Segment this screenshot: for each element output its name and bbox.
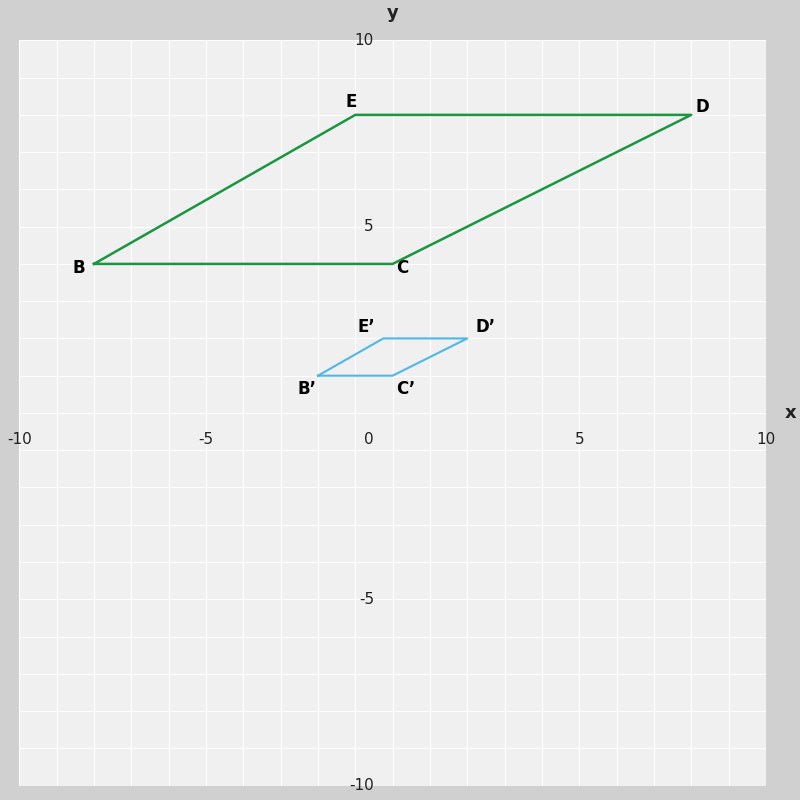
Text: D’: D’ (476, 318, 496, 336)
Text: C: C (396, 258, 408, 277)
Text: -5: -5 (198, 431, 214, 446)
Text: -5: -5 (359, 592, 374, 606)
Text: 10: 10 (756, 431, 775, 446)
Text: y: y (386, 4, 398, 22)
Text: 5: 5 (364, 219, 374, 234)
Text: E: E (346, 93, 358, 111)
Text: B: B (73, 258, 86, 277)
Text: -10: -10 (350, 778, 374, 793)
Text: B’: B’ (298, 380, 316, 398)
Text: D: D (695, 98, 710, 117)
Text: E’: E’ (358, 318, 375, 336)
Text: 0: 0 (364, 431, 374, 446)
Text: x: x (785, 404, 796, 422)
Text: C’: C’ (396, 380, 415, 398)
Text: -10: -10 (7, 431, 32, 446)
Text: 5: 5 (574, 431, 584, 446)
Text: 10: 10 (354, 33, 374, 48)
